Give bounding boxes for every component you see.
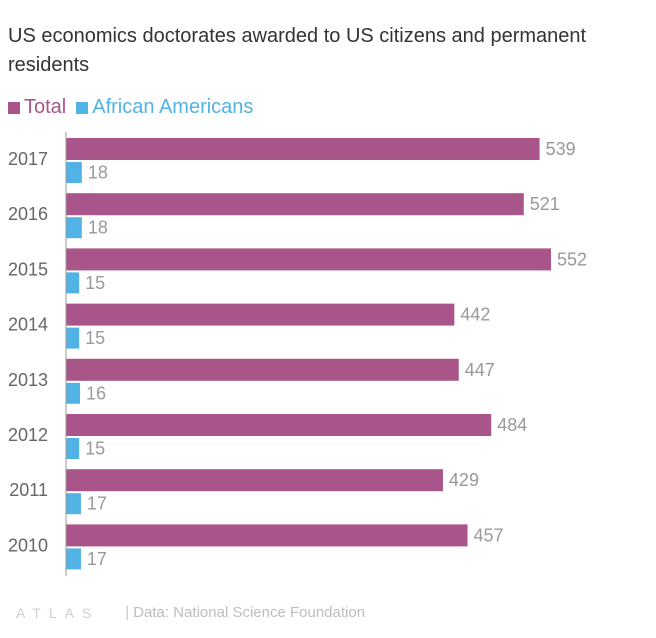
value-label-african-americans-2016: 18 [88,218,108,238]
year-label-2015: 2015 [8,259,48,279]
footer-separator: | [125,604,130,621]
bar-total-2015 [66,248,551,271]
footer: ATLAS | Data: National Science Foundatio… [16,604,365,621]
legend-item-african-americans: African Americans [76,96,253,119]
bar-african-americans-2015 [66,272,80,294]
value-label-african-americans-2013: 16 [86,383,106,403]
bar-african-americans-2017 [66,162,82,183]
bar-total-2016 [66,193,524,216]
bar-total-2010 [66,524,468,547]
year-label-2012: 2012 [8,425,48,445]
bar-total-2013 [66,358,459,381]
legend-swatch-african-americans [76,101,89,114]
bar-african-americans-2013 [66,382,81,404]
value-label-african-americans-2015: 15 [85,273,105,293]
legend-label-total: Total [24,96,67,118]
value-label-total-2017: 539 [546,139,576,159]
value-label-african-americans-2011: 17 [87,494,107,514]
value-label-total-2014: 442 [460,305,490,325]
value-label-total-2011: 429 [449,470,479,490]
value-label-total-2010: 457 [474,525,504,545]
legend-swatch-total [8,101,20,114]
atlas-logo: ATLAS [16,604,100,621]
value-label-total-2015: 552 [557,249,587,269]
year-label-2013: 2013 [8,370,48,390]
chart-title: US economics doctorates awarded to US ci… [8,25,587,76]
bar-african-americans-2010 [66,548,81,570]
year-label-2010: 2010 [8,535,48,555]
year-label-2014: 2014 [8,315,48,335]
year-label-2011: 2011 [9,480,48,500]
bar-african-americans-2014 [66,327,80,349]
value-label-total-2016: 521 [530,194,560,214]
bar-total-2012 [66,414,492,436]
bar-african-americans-2012 [66,438,80,459]
value-label-total-2012: 484 [497,415,527,435]
value-label-african-americans-2010: 17 [87,549,107,569]
legend-label-african-americans: African Americans [92,96,254,118]
source-note: Data: National Science Foundation [133,604,366,621]
value-label-african-americans-2012: 15 [85,439,105,459]
bar-total-2014 [66,303,455,326]
value-label-total-2013: 447 [465,360,495,380]
year-label-2016: 2016 [8,204,48,224]
legend-item-total: Total [8,96,66,119]
bar-total-2011 [66,469,443,492]
value-label-african-americans-2017: 18 [88,163,108,183]
year-label-2017: 2017 [8,149,48,169]
bar-african-americans-2016 [66,217,82,239]
bar-total-2017 [66,138,540,160]
bar-african-americans-2011 [66,493,81,515]
value-label-african-americans-2014: 15 [85,328,105,348]
bar-chart: 2017 539 18 2016 521 18 2015 552 15 2014 442 15 2013… [8,132,587,576]
chart-legend: Total African Americans [8,96,263,119]
